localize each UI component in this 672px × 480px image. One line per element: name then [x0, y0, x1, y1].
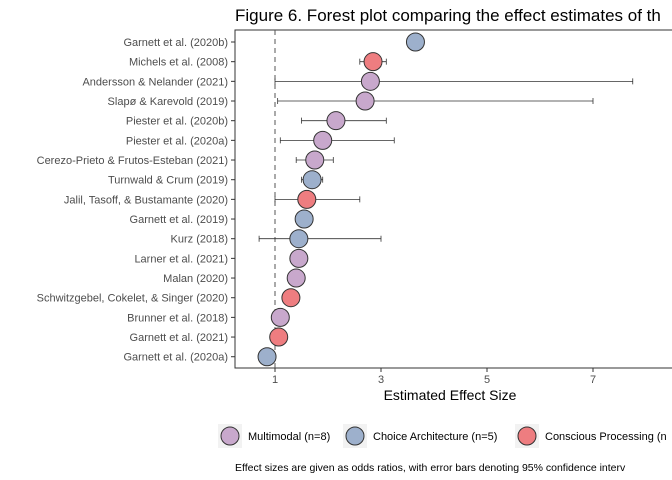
data-point-3 [355, 91, 375, 111]
y-tick-label-15: Garnett et al. (2021) [130, 332, 228, 344]
y-tick-label-8: Jalil, Tasoff, & Bustamante (2020) [64, 194, 228, 206]
y-tick-label-0: Garnett et al. (2020b) [123, 37, 228, 49]
data-point-1 [363, 52, 383, 72]
y-tick-label-11: Larner et al. (2021) [134, 253, 228, 265]
data-point-2 [360, 71, 380, 91]
legend-key-1 [345, 426, 365, 446]
data-point-5 [313, 130, 333, 150]
data-point-7 [302, 170, 322, 190]
chart-title: Figure 6. Forest plot comparing the effe… [235, 6, 661, 25]
data-point-11 [289, 248, 309, 268]
data-point-14 [270, 307, 290, 327]
plot-area: 1 3 5 7 Garnett et al. (2020b) Michels et al.… [37, 29, 672, 386]
legend-label-1: Choice Architecture (n=5) [373, 431, 497, 443]
x-axis-label: Estimated Effect Size [384, 387, 517, 403]
y-tick-label-10: Kurz (2018) [171, 234, 228, 246]
x-tick-label-2: 5 [484, 374, 490, 386]
data-point-15 [269, 327, 289, 347]
data-point-4 [326, 111, 346, 131]
data-point-12 [286, 268, 306, 288]
y-tick-label-13: Schwitzgebel, Cokelet, & Singer (2020) [37, 293, 228, 305]
legend-label-2: Conscious Processing (n [545, 431, 667, 443]
y-tick-label-9: Garnett et al. (2019) [130, 214, 228, 226]
y-tick-label-6: Cerezo-Prieto & Frutos-Esteban (2021) [37, 155, 228, 167]
x-tick-label-1: 3 [378, 374, 384, 386]
y-tick-label-12: Malan (2020) [163, 273, 228, 285]
y-tick-label-3: Slapø & Karevold (2019) [108, 96, 228, 108]
y-tick-label-14: Brunner et al. (2018) [127, 312, 228, 324]
data-point-10 [289, 229, 309, 249]
chart-caption: Effect sizes are given as odds ratios, w… [235, 462, 626, 474]
y-tick-label-7: Turnwald & Crum (2019) [108, 175, 228, 187]
y-tick-label-4: Piester et al. (2020b) [126, 116, 228, 128]
x-tick-label-3: 7 [590, 374, 596, 386]
x-tick-label-0: 1 [272, 374, 278, 386]
legend: Multimodal (n=8) Choice Architecture (n=5… [218, 424, 667, 448]
legend-key-0 [220, 426, 240, 446]
data-point-8 [297, 189, 317, 209]
y-tick-label-2: Andersson & Nelander (2021) [82, 76, 228, 88]
y-tick-label-5: Piester et al. (2020a) [126, 135, 228, 147]
y-tick-label-1: Michels et al. (2008) [129, 57, 228, 69]
legend-key-2 [517, 426, 537, 446]
data-point-13 [281, 288, 301, 308]
legend-label-0: Multimodal (n=8) [248, 431, 330, 443]
data-point-6 [305, 150, 325, 170]
data-point-9 [294, 209, 314, 229]
data-point-16 [257, 347, 277, 367]
y-tick-label-16: Garnett et al. (2020a) [123, 352, 228, 364]
data-point-0 [405, 32, 425, 52]
